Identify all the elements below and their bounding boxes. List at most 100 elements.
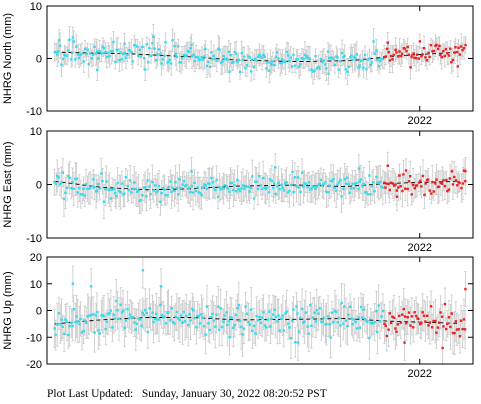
- data-point: [91, 53, 95, 57]
- data-point: [284, 311, 287, 315]
- data-point: [361, 316, 364, 319]
- data-point: [156, 189, 159, 192]
- data-point: [193, 316, 196, 320]
- data-point: [330, 57, 334, 60]
- data-point: [334, 310, 338, 314]
- data-point: [358, 64, 361, 67]
- data-point: [138, 48, 142, 52]
- data-point: [220, 325, 224, 329]
- data-point: [208, 65, 212, 68]
- data-point: [245, 185, 248, 188]
- data-point: [146, 330, 150, 334]
- data-point: [314, 187, 317, 190]
- data-point: [355, 181, 358, 185]
- data-point: [111, 188, 114, 191]
- data-point: [181, 321, 184, 324]
- data-point: [124, 319, 127, 322]
- data-point: [79, 53, 82, 57]
- data-point: [274, 166, 277, 169]
- data-point: [240, 187, 243, 190]
- recent-data-point: [432, 190, 435, 193]
- data-point: [375, 310, 378, 313]
- data-point: [210, 316, 213, 319]
- data-point: [310, 324, 313, 327]
- data-point: [238, 319, 242, 323]
- data-point: [233, 50, 236, 54]
- data-point: [369, 193, 372, 196]
- data-point: [66, 49, 70, 52]
- data-point: [215, 59, 218, 62]
- recent-data-point: [396, 323, 399, 326]
- data-point: [317, 312, 320, 315]
- data-point: [76, 191, 80, 194]
- data-point: [159, 285, 163, 288]
- data-point: [151, 42, 154, 45]
- data-point: [240, 51, 243, 55]
- data-point: [219, 307, 222, 310]
- recent-data-point: [422, 314, 426, 317]
- data-point: [121, 309, 125, 312]
- data-point: [363, 53, 367, 57]
- data-point: [248, 56, 252, 59]
- data-point: [293, 64, 297, 67]
- recent-data-point: [436, 47, 440, 51]
- footer-timestamp: Sunday, January 30, 2022 08:20:52 PST: [141, 388, 327, 400]
- data-point: [309, 304, 312, 307]
- data-point: [126, 308, 129, 311]
- data-point: [57, 176, 60, 179]
- data-point: [92, 178, 95, 181]
- data-point: [154, 317, 157, 321]
- data-point: [365, 68, 368, 71]
- data-point: [141, 269, 145, 272]
- data-point: [362, 308, 365, 311]
- data-point: [371, 181, 375, 184]
- data-point: [187, 186, 191, 190]
- recent-data-point: [444, 47, 448, 51]
- data-point: [156, 53, 159, 56]
- recent-data-point: [420, 322, 423, 325]
- data-point: [145, 43, 149, 46]
- recent-data-point: [464, 287, 467, 291]
- data-point: [163, 188, 166, 191]
- recent-data-point: [438, 44, 441, 48]
- trend-line: [54, 51, 458, 63]
- data-point: [105, 320, 108, 323]
- data-point: [278, 188, 281, 191]
- data-point: [354, 56, 357, 60]
- data-point: [353, 187, 356, 190]
- data-point: [203, 55, 206, 58]
- data-point: [72, 187, 75, 190]
- data-point: [230, 181, 234, 184]
- data-point: [376, 58, 379, 61]
- data-point: [243, 55, 246, 58]
- data-point: [315, 185, 319, 188]
- data-point: [208, 182, 211, 185]
- recent-data-point: [391, 58, 394, 61]
- data-point: [74, 58, 77, 61]
- recent-data-point: [417, 181, 421, 184]
- data-point: [232, 188, 235, 192]
- data-point: [94, 314, 98, 317]
- data-point: [72, 308, 75, 311]
- data-point: [130, 191, 133, 194]
- data-point: [330, 311, 334, 314]
- data-point: [260, 56, 264, 59]
- data-point: [141, 194, 144, 197]
- data-point: [213, 57, 217, 60]
- recent-data-point: [457, 46, 460, 49]
- recent-data-point: [456, 65, 459, 68]
- recent-data-point: [431, 50, 434, 53]
- data-point: [95, 189, 99, 192]
- data-layer: [53, 24, 467, 86]
- data-point: [321, 184, 324, 187]
- data-point: [241, 184, 245, 187]
- recent-data-point: [434, 319, 437, 323]
- recent-data-point: [386, 164, 389, 167]
- recent-data-point: [427, 51, 430, 55]
- data-point: [208, 328, 211, 332]
- data-point: [61, 171, 65, 174]
- data-point: [366, 58, 369, 61]
- data-point: [198, 314, 201, 318]
- data-point: [146, 179, 149, 182]
- data-point: [300, 57, 304, 60]
